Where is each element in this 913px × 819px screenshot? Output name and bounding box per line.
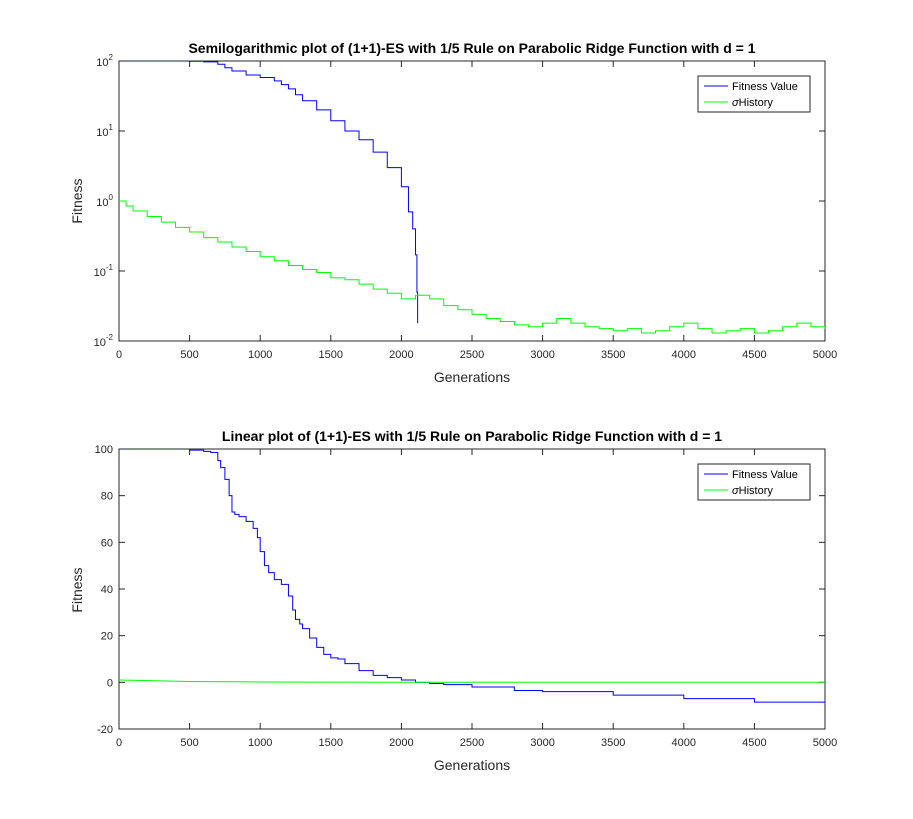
semilog-plot-legend-label: σHistory <box>732 97 773 109</box>
linear-plot: Linear plot of (1+1)-ES with 1/5 Rule on… <box>69 428 837 773</box>
linear-plot-legend-box <box>697 463 811 501</box>
semilog-plot-ytick-label: 100 <box>96 193 113 209</box>
semilog-plot-ytick-label: 10-1 <box>94 263 114 279</box>
linear-plot-xtick-label: 3000 <box>530 737 554 749</box>
semilog-plot-xtick-label: 2000 <box>389 349 413 361</box>
semilog-plot-legend-label: Fitness Value <box>732 81 798 93</box>
linear-plot-xtick-label: 4000 <box>672 737 696 749</box>
semilog-plot: Semilogarithmic plot of (1+1)-ES with 1/… <box>69 40 837 385</box>
semilog-plot-xtick-label: 500 <box>180 349 198 361</box>
semilog-plot-xtick-label: 2500 <box>460 349 484 361</box>
linear-plot-xtick-label: 3500 <box>601 737 625 749</box>
linear-plot-series-fitness-line <box>119 449 825 706</box>
semilog-plot-ytick-label: 102 <box>96 53 113 69</box>
semilog-plot-series-sigma-line <box>119 200 825 334</box>
semilog-plot-xtick-label: 4500 <box>742 349 766 361</box>
semilog-plot-title: Semilogarithmic plot of (1+1)-ES with 1/… <box>188 40 755 56</box>
linear-plot-ytick-label: 80 <box>101 491 113 503</box>
linear-plot-xtick-label: 500 <box>180 737 198 749</box>
linear-plot-ytick-label: 60 <box>101 537 113 549</box>
linear-plot-ytick-label: 40 <box>101 584 113 596</box>
semilog-plot-xtick-label: 0 <box>116 349 122 361</box>
semilog-plot-legend-box <box>697 75 811 113</box>
linear-plot-ytick-label: 0 <box>107 677 113 689</box>
linear-plot-ytick-label: -20 <box>97 724 113 736</box>
linear-plot-title: Linear plot of (1+1)-ES with 1/5 Rule on… <box>222 428 722 444</box>
linear-plot-xtick-label: 4500 <box>742 737 766 749</box>
semilog-plot-ytick-label: 101 <box>96 123 113 139</box>
semilog-plot-xtick-label: 1000 <box>248 349 272 361</box>
linear-plot-xtick-label: 2000 <box>389 737 413 749</box>
linear-plot-ytick-label: 100 <box>95 444 113 456</box>
linear-plot-ytick-label: 20 <box>101 631 113 643</box>
linear-plot-xtick-label: 5000 <box>813 737 837 749</box>
linear-plot-xtick-label: 0 <box>116 737 122 749</box>
semilog-plot-series-fitness-line <box>119 61 419 324</box>
semilog-plot-xtick-label: 3000 <box>530 349 554 361</box>
semilog-plot-xtick-label: 1500 <box>319 349 343 361</box>
linear-plot-series-sigma-line <box>119 679 825 683</box>
semilog-plot-xtick-label: 4000 <box>672 349 696 361</box>
linear-plot-xtick-label: 1500 <box>319 737 343 749</box>
semilog-plot-xtick-label: 3500 <box>601 349 625 361</box>
linear-plot-xtick-label: 1000 <box>248 737 272 749</box>
linear-plot-legend-label: Fitness Value <box>732 469 798 481</box>
linear-plot-xlabel: Generations <box>434 757 510 773</box>
linear-plot-ylabel: Fitness <box>69 567 85 612</box>
linear-plot-legend-label: σHistory <box>732 485 773 497</box>
semilog-plot-ytick-label: 10-2 <box>94 333 114 349</box>
semilog-plot-xtick-label: 5000 <box>813 349 837 361</box>
linear-plot-xtick-label: 2500 <box>460 737 484 749</box>
semilog-plot-xlabel: Generations <box>434 369 510 385</box>
semilog-plot-ylabel: Fitness <box>69 178 85 223</box>
